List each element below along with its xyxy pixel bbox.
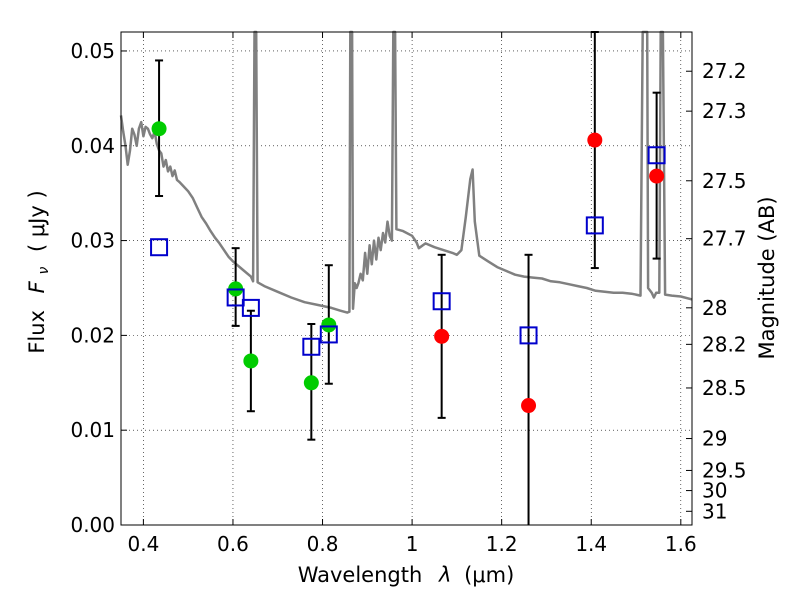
model-point (241, 298, 260, 317)
y-tick-label: 0.03 (70, 229, 115, 253)
markers (150, 121, 666, 414)
y2-tick-label: 28.5 (702, 376, 747, 400)
data-point (649, 168, 665, 184)
x-tick-label: 1.4 (575, 532, 607, 556)
model-point (432, 292, 451, 311)
x-tick-label: 0.4 (127, 532, 159, 556)
data-point (151, 121, 167, 137)
x-tick-label: 1 (406, 532, 419, 556)
model-point (319, 325, 338, 344)
data-point (434, 328, 450, 344)
y-axis-label-unit: ( μJy ) (25, 190, 49, 252)
model-point (302, 337, 321, 356)
y2-tick-label: 27.7 (702, 227, 747, 251)
y2-tick-label: 29.5 (702, 458, 747, 482)
x-tick-label: 1.2 (486, 532, 518, 556)
y2-tick-label: 27.3 (702, 99, 747, 123)
ticks: 0.4 0.6 0.8 1 1.2 1.4 1.6 0.00 0.01 0.02 0.03 0.04 0… (70, 32, 747, 556)
model-point (585, 216, 604, 235)
y2-tick-label: 27.2 (702, 59, 747, 83)
x-axis-label-unit: (μm) (464, 563, 514, 587)
data-point (521, 398, 537, 414)
model-point (647, 146, 666, 165)
sed-curve-layer (119, 30, 693, 314)
x-tick-label: 1.6 (665, 532, 697, 556)
y-axis-label-prefix: Flux (25, 310, 49, 354)
data-point (321, 317, 337, 333)
y2-tick-label: 29 (702, 427, 727, 451)
y2-axis-label: Magnitude (AB) (755, 196, 779, 359)
y2-tick-label: 28 (702, 296, 727, 320)
y-axis-label: Flux F ν ( μJy ) (25, 190, 53, 353)
x-axis-label: Wavelength λ (μm) (298, 563, 515, 587)
data-point (303, 375, 319, 391)
y-tick-label: 0.02 (70, 323, 115, 347)
model-point (226, 288, 245, 307)
x-axis-label-prefix: Wavelength (298, 563, 423, 587)
y2-tick-label: 30 (702, 479, 727, 503)
model-point (150, 238, 169, 257)
y-axis-label-symbol: F (25, 280, 49, 293)
x-axis-label-symbol: λ (438, 563, 451, 587)
y2-tick-label: 31 (702, 499, 727, 523)
data-point (243, 353, 259, 369)
y2-tick-label: 27.5 (702, 169, 747, 193)
y-tick-label: 0.05 (70, 39, 115, 63)
plot-frame (120, 31, 693, 526)
model-point (519, 326, 538, 345)
y-tick-label: 0.00 (70, 513, 115, 537)
x-tick-label: 0.8 (307, 532, 339, 556)
y-tick-label: 0.01 (70, 418, 115, 442)
sed-curve (119, 30, 693, 314)
data-point (587, 132, 603, 148)
y-axis-label-subscript: ν (36, 267, 52, 275)
y-tick-label: 0.04 (70, 134, 115, 158)
y2-tick-label: 28.2 (702, 332, 747, 356)
x-tick-label: 0.6 (217, 532, 249, 556)
